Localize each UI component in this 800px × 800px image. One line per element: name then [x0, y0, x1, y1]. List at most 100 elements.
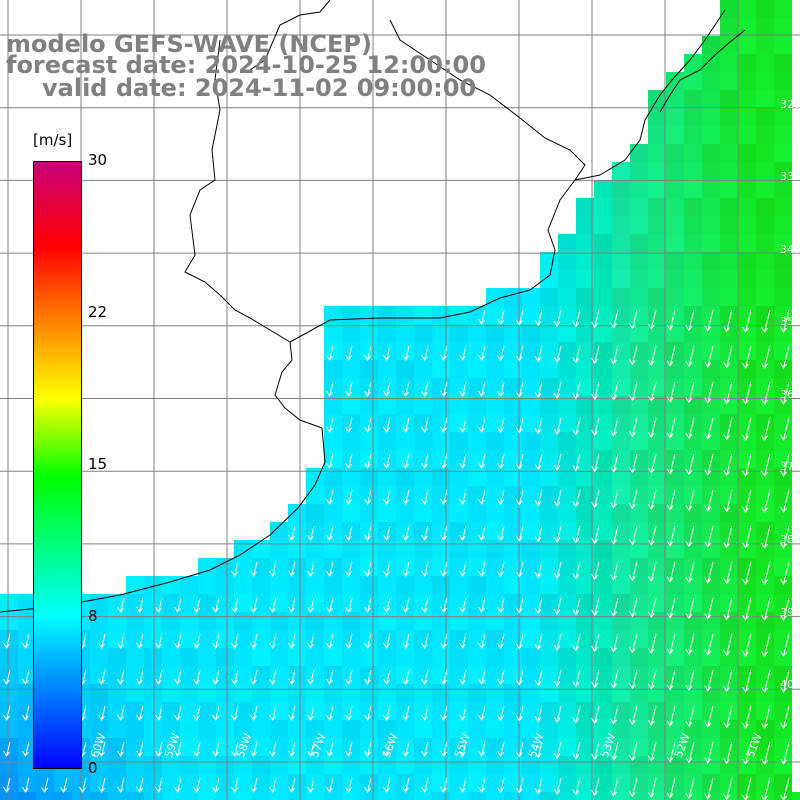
wind-cell — [594, 774, 612, 792]
wind-cell — [648, 234, 666, 252]
wind-cell — [144, 774, 162, 792]
wind-cell — [648, 720, 666, 738]
wind-arrow — [326, 561, 334, 577]
wind-cell — [774, 234, 792, 252]
wind-cell — [756, 648, 774, 666]
wind-cell — [396, 558, 414, 576]
wind-cell — [540, 792, 558, 800]
wind-cell — [252, 594, 270, 612]
wind-arrow — [383, 345, 391, 361]
wind-cell — [648, 450, 666, 468]
wind-cell — [576, 324, 594, 342]
wind-cell — [522, 378, 540, 396]
wind-cell — [270, 774, 288, 792]
wind-cell — [522, 396, 540, 414]
wind-arrow — [383, 489, 391, 505]
wind-cell — [738, 414, 756, 432]
wind-arrow — [647, 309, 657, 330]
wind-arrow — [459, 453, 467, 469]
wind-cell — [612, 414, 630, 432]
wind-cell — [594, 396, 612, 414]
wind-cell — [396, 756, 414, 774]
wind-cell — [396, 432, 414, 450]
wind-cell — [558, 666, 576, 684]
wind-cell — [252, 666, 270, 684]
wind-cell — [576, 306, 594, 324]
wind-cell — [540, 360, 558, 378]
wind-cell — [216, 666, 234, 684]
colorbar-tick-0: 0 — [88, 759, 98, 777]
wind-cell — [558, 342, 576, 360]
wind-cell — [558, 306, 576, 324]
wind-cell — [288, 756, 306, 774]
wind-cell — [450, 792, 468, 800]
wind-arrow — [497, 453, 505, 470]
wind-cell — [648, 216, 666, 234]
wind-cell — [432, 540, 450, 558]
wind-cell — [504, 450, 522, 468]
wind-cell — [540, 378, 558, 396]
wind-cell — [0, 720, 18, 738]
wind-cell — [648, 306, 666, 324]
wind-arrow — [421, 597, 429, 613]
wind-cell — [306, 612, 324, 630]
wind-arrow — [572, 561, 581, 580]
wind-arrow — [723, 777, 733, 800]
wind-arrow — [628, 417, 638, 438]
wind-cell — [558, 612, 576, 630]
wind-cell — [594, 198, 612, 216]
wind-cell — [756, 702, 774, 720]
wind-arrow — [742, 777, 752, 800]
wind-cell — [450, 702, 468, 720]
wind-arrow — [79, 777, 87, 793]
wind-arrow — [402, 777, 410, 793]
wind-cell — [558, 558, 576, 576]
wind-cell — [720, 540, 738, 558]
wind-cell — [504, 396, 522, 414]
wind-cell — [612, 486, 630, 504]
wind-cell — [486, 792, 504, 800]
wind-cell — [180, 612, 198, 630]
wind-cell — [702, 414, 720, 432]
wind-cell — [198, 792, 216, 800]
wind-cell — [594, 180, 612, 198]
lat-label: 39S — [780, 606, 800, 619]
wind-cell — [306, 540, 324, 558]
wind-cell — [540, 702, 558, 720]
wind-arrow — [345, 669, 353, 685]
wind-cell — [432, 486, 450, 504]
wind-arrow — [534, 705, 543, 723]
wind-arrow — [780, 453, 790, 477]
wind-cell — [288, 540, 306, 558]
wind-arrow — [553, 705, 562, 723]
wind-arrow — [364, 777, 372, 793]
wind-arrow — [704, 597, 714, 620]
wind-cell — [126, 666, 144, 684]
wind-cell — [666, 108, 684, 126]
wind-cell — [594, 756, 612, 774]
wind-cell — [702, 792, 720, 800]
wind-cell — [666, 774, 684, 792]
wind-cell — [684, 162, 702, 180]
wind-cell — [738, 0, 756, 18]
wind-cell — [738, 684, 756, 702]
wind-arrow — [478, 705, 486, 721]
wind-cell — [252, 540, 270, 558]
wind-arrow — [345, 741, 353, 757]
wind-arrow — [647, 525, 657, 546]
wind-arrow — [478, 777, 486, 793]
wind-cell — [468, 648, 486, 666]
wind-cell — [774, 666, 792, 684]
wind-arrow — [364, 345, 372, 361]
wind-cell — [594, 504, 612, 522]
wind-cell — [144, 738, 162, 756]
wind-arrow — [288, 561, 296, 577]
wind-cell — [648, 594, 666, 612]
wind-cell — [648, 774, 666, 792]
wind-cell — [468, 522, 486, 540]
wind-cell — [450, 630, 468, 648]
wind-cell — [414, 360, 432, 378]
wind-cell — [252, 612, 270, 630]
wind-cell — [198, 648, 216, 666]
